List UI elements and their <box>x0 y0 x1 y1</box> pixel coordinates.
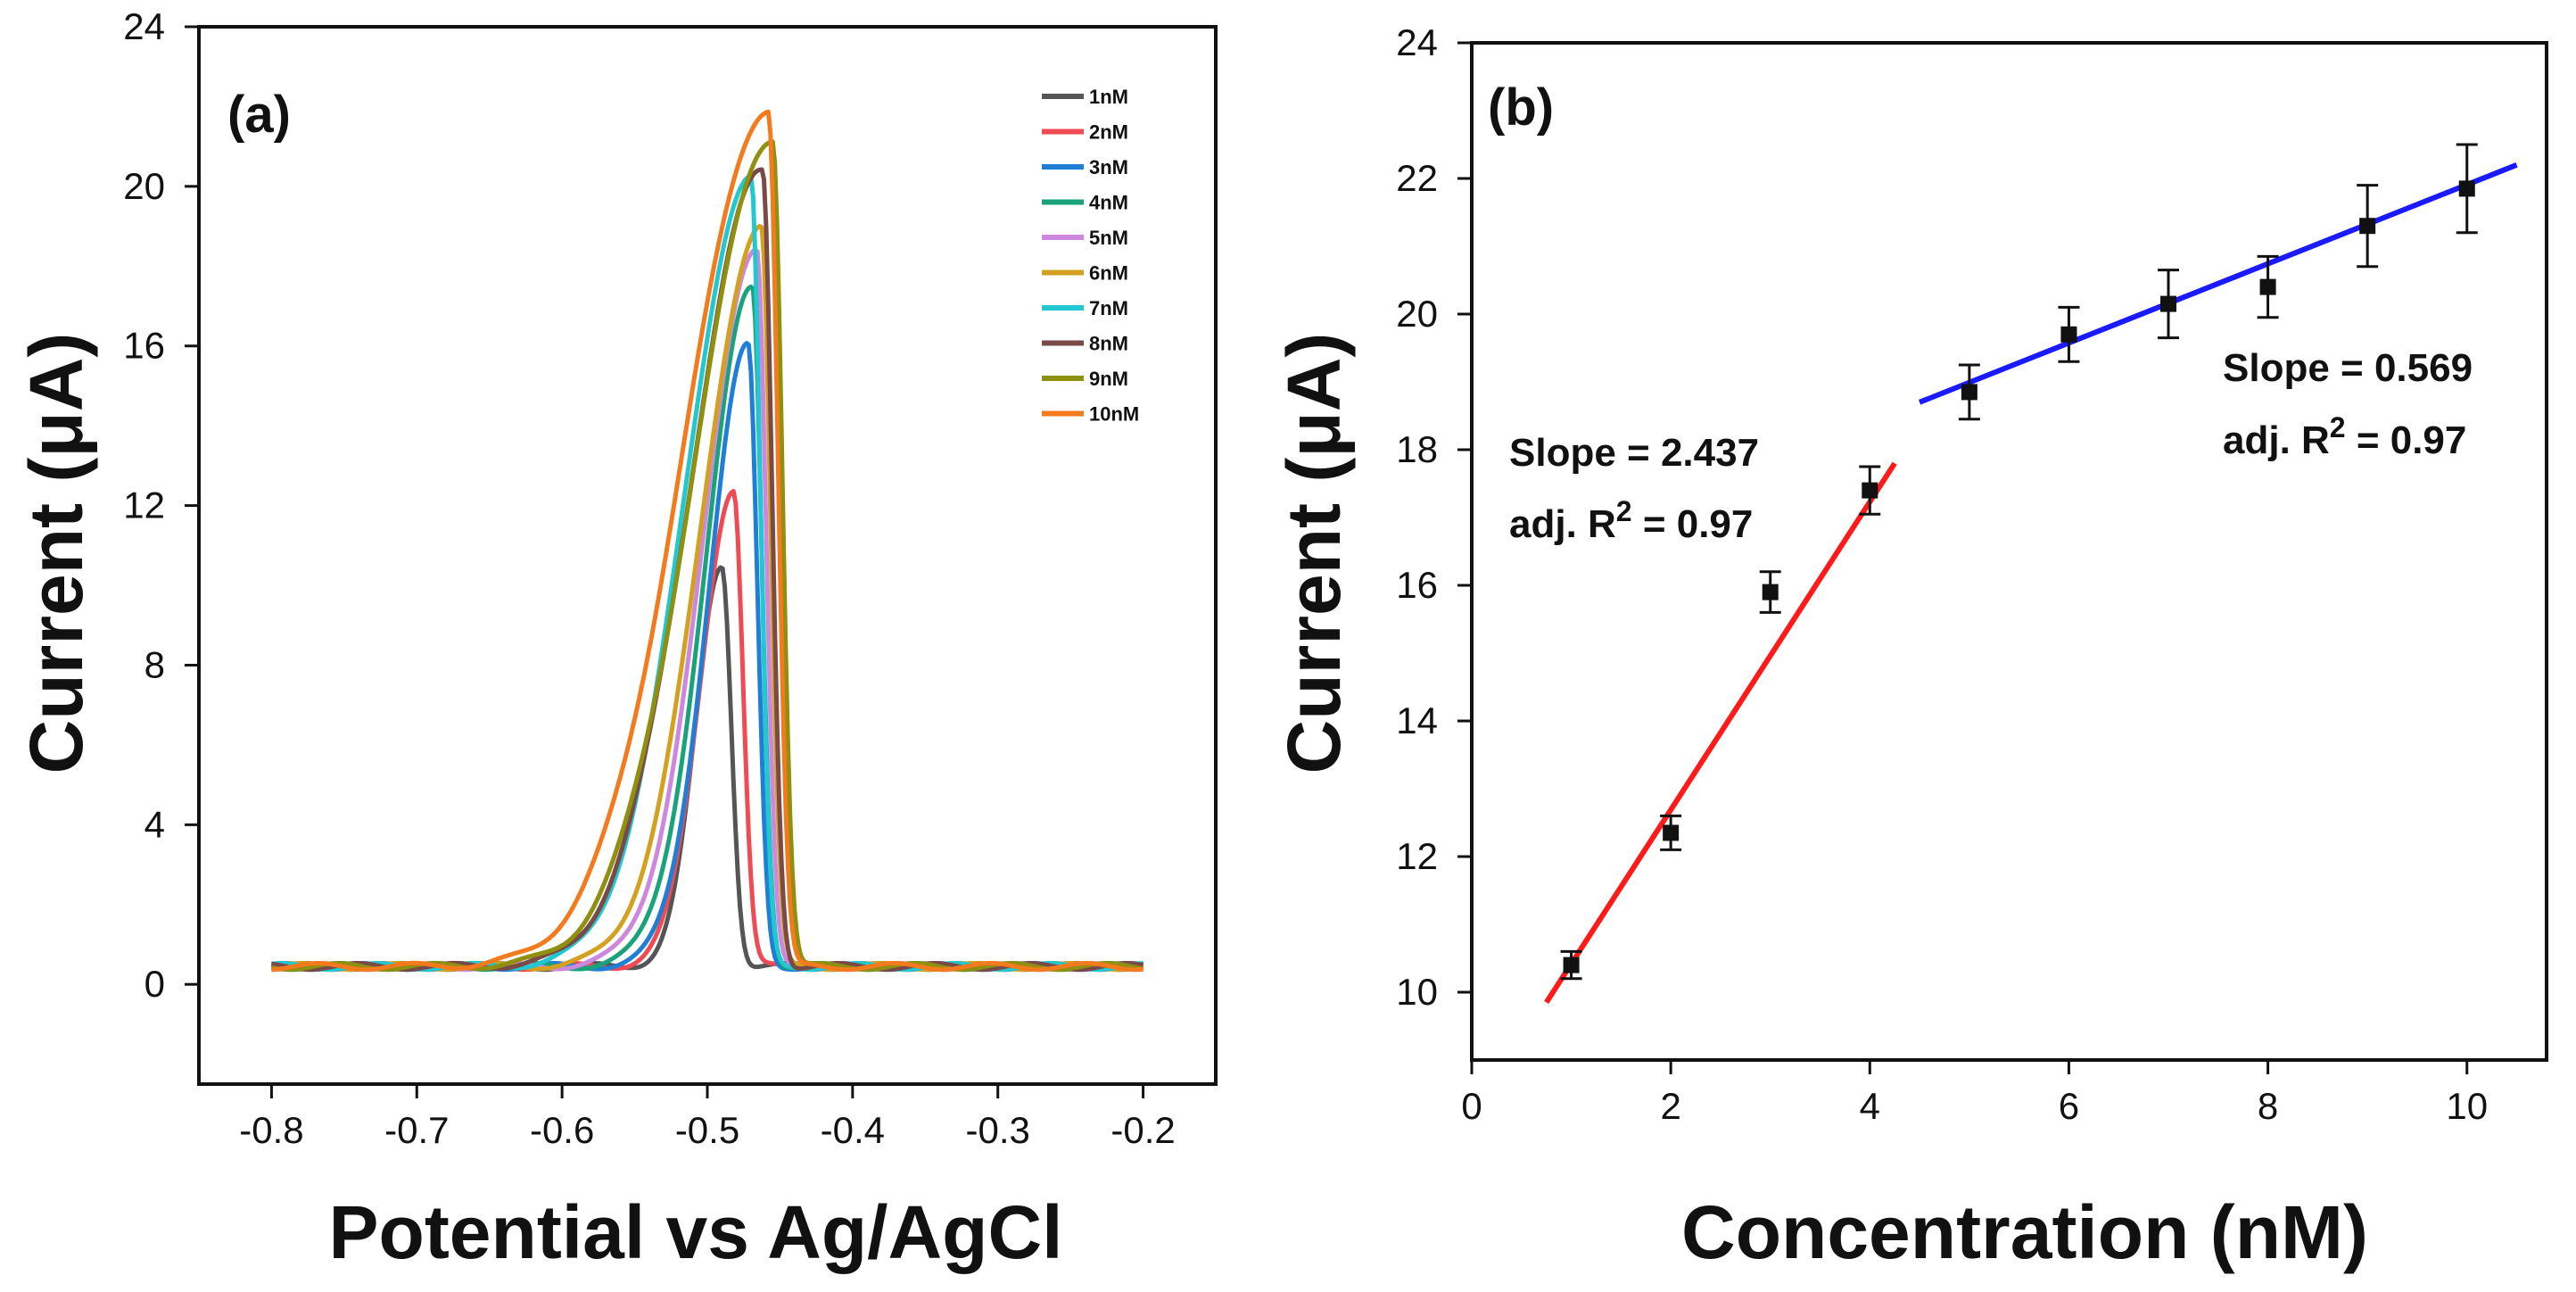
high-fit-r2-label: adj. R2 = 0.97 <box>2223 411 2466 462</box>
legend-label-7nM: 7nM <box>1089 297 1128 319</box>
panel-b-y-tick-label: 22 <box>1396 157 1438 199</box>
panel-b-y-tick-label: 12 <box>1396 835 1438 877</box>
legend-label-5nM: 5nM <box>1089 227 1128 249</box>
data-point <box>1958 363 1980 421</box>
panel-a-voltammogram: -0.8 -0.7 -0.6 -0.5 -0.4 -0.3 -0.2 0 4 8 12 16 20 24… <box>14 5 1218 1274</box>
panel-b-x-tick-label: 0 <box>1461 1085 1482 1127</box>
panel-a-y-tick-label: 0 <box>144 963 165 1005</box>
data-point <box>2257 254 2279 319</box>
curve-3nM <box>271 341 1144 973</box>
point-marker <box>1961 384 1977 401</box>
panel-a-label: (a) <box>227 86 291 144</box>
panel-b-x-tick-label: 2 <box>1660 1085 1680 1127</box>
low-fit-slope-label: Slope = 2.437 <box>1509 431 1759 475</box>
panel-a-x-tick-label: -0.3 <box>966 1109 1030 1151</box>
legend-label-10nM: 10nM <box>1089 403 1139 426</box>
panel-a-y-axis-title: Current (μA) <box>14 333 98 774</box>
point-marker <box>2458 180 2475 197</box>
panel-a-y-tick-label: 8 <box>144 643 165 685</box>
panel-a-curves <box>270 109 1144 973</box>
low-fit-r2-label: adj. R2 = 0.97 <box>1509 495 1753 546</box>
legend-label-4nM: 4nM <box>1089 192 1128 214</box>
panel-a-y-tick-label: 20 <box>123 165 165 207</box>
panel-b-data-points <box>1560 143 2478 981</box>
panel-b-x-ticks: 0 2 4 6 8 10 <box>1461 1060 2488 1127</box>
panel-a-x-tick-label: -0.2 <box>1110 1109 1175 1151</box>
panel-b-y-ticks: 10 12 14 16 18 20 22 24 <box>1396 21 1472 1013</box>
panel-a-x-axis-title: Potential vs Ag/AgCl <box>329 1190 1063 1274</box>
curve-10nM <box>271 109 1144 973</box>
panel-b-y-tick-label: 16 <box>1396 564 1438 606</box>
panel-b-plot-frame <box>1470 41 2548 1062</box>
point-marker <box>2060 326 2077 343</box>
data-point <box>2058 305 2080 363</box>
data-point <box>1859 465 1881 516</box>
panel-b-y-tick-label: 24 <box>1396 21 1438 63</box>
high-range-fit-line <box>1918 162 2518 405</box>
point-marker <box>2259 278 2276 295</box>
panel-a-x-tick-label: -0.7 <box>384 1109 449 1151</box>
data-point <box>2357 184 2379 269</box>
panel-b-label: (b) <box>1488 79 1554 137</box>
panel-b-x-tick-label: 10 <box>2446 1085 2488 1127</box>
legend-label-6nM: 6nM <box>1089 262 1128 285</box>
legend-label-9nM: 9nM <box>1089 368 1128 390</box>
legend-label-8nM: 8nM <box>1089 333 1128 355</box>
legend-label-1nM: 1nM <box>1089 86 1128 108</box>
point-marker <box>1862 482 1878 499</box>
panel-b-x-axis-title: Concentration (nM) <box>1681 1190 2368 1274</box>
high-fit-slope-label: Slope = 0.569 <box>2223 346 2473 390</box>
panel-a-x-tick-label: -0.6 <box>530 1109 594 1151</box>
panel-a-y-ticks: 0 4 8 12 16 20 24 <box>123 5 199 1005</box>
panel-b-y-tick-label: 14 <box>1396 700 1438 741</box>
legend-label-2nM: 2nM <box>1089 121 1128 144</box>
panel-b-y-tick-label: 20 <box>1396 293 1438 335</box>
panel-b-fit-lines <box>1544 162 2518 1005</box>
point-marker <box>1762 584 1779 600</box>
panel-a-legend: 1nM 2nM 3nM 4nM 5nM 6nM 7nM 8nM 9nM 10nM <box>1042 86 1139 426</box>
point-marker <box>2359 218 2376 235</box>
panel-a-x-ticks: -0.8 -0.7 -0.6 -0.5 -0.4 -0.3 -0.2 <box>239 1084 1176 1151</box>
panel-b-y-tick-label: 18 <box>1396 428 1438 470</box>
panel-b-y-axis-title: Current (μA) <box>1272 333 1356 774</box>
panel-a-y-tick-label: 24 <box>123 5 165 47</box>
point-marker <box>1563 957 1580 973</box>
panel-a-y-tick-label: 4 <box>144 803 165 845</box>
data-point <box>1660 814 1682 851</box>
panel-a-y-tick-label: 16 <box>123 325 165 367</box>
panel-b-x-tick-label: 4 <box>1860 1085 1880 1127</box>
legend-label-3nM: 3nM <box>1089 156 1128 178</box>
panel-b-y-tick-label: 10 <box>1396 971 1438 1013</box>
low-range-fit-line <box>1544 461 1897 1005</box>
data-point <box>2456 143 2478 235</box>
data-point <box>1759 570 1781 614</box>
panel-a-x-tick-label: -0.4 <box>821 1109 885 1151</box>
data-point <box>1560 949 1582 981</box>
panel-a-x-tick-label: -0.5 <box>675 1109 739 1151</box>
panel-a-y-tick-label: 12 <box>123 484 165 526</box>
panel-a-x-tick-label: -0.8 <box>239 1109 303 1151</box>
panel-b-x-tick-label: 8 <box>2258 1085 2278 1127</box>
panel-b-x-tick-label: 6 <box>2059 1085 2079 1127</box>
point-marker <box>1663 824 1680 841</box>
point-marker <box>2160 295 2177 312</box>
data-point <box>2158 269 2180 340</box>
